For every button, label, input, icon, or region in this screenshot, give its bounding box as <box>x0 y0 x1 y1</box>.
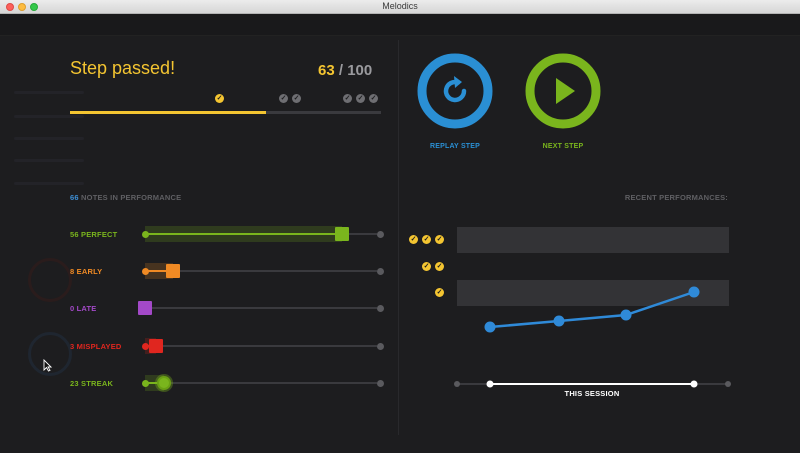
threshold-check-icon: ✓ <box>356 94 365 103</box>
background-slider <box>14 182 84 185</box>
step-score: 63 / 100 <box>318 62 372 79</box>
score-progress-bar <box>70 111 381 114</box>
this-session-label: THIS SESSION <box>564 389 620 398</box>
replay-step-button[interactable] <box>417 53 493 129</box>
score-value: 63 <box>318 62 335 79</box>
minimize-window-button[interactable] <box>18 3 26 11</box>
background-record-button <box>28 258 72 302</box>
performance-point[interactable] <box>553 315 565 327</box>
stat-end-dot <box>377 305 384 312</box>
threshold-check-icon: ✓ <box>292 94 301 103</box>
performance-point[interactable] <box>484 321 496 333</box>
background-slider <box>14 159 84 162</box>
tier-check-icon: ✓ <box>435 235 444 244</box>
stat-start-dot <box>142 268 149 275</box>
threshold-check-icon: ✓ <box>343 94 352 103</box>
window-title: Melodics <box>382 1 418 11</box>
stat-track-early <box>145 270 377 272</box>
threshold-check-icon: ✓ <box>279 94 288 103</box>
notes-count: 66 <box>70 193 79 202</box>
next-step-button[interactable] <box>525 53 601 129</box>
tier-check-icon: ✓ <box>422 262 431 271</box>
stat-fill-perfect <box>145 233 342 235</box>
score-max: 100 <box>347 62 373 79</box>
stat-marker-misplayed <box>148 339 163 353</box>
next-step-label[interactable]: NEXT STEP <box>542 143 584 150</box>
stat-label-late: 0 LATE <box>70 304 97 313</box>
score-separator: / <box>334 62 348 79</box>
stat-marker-perfect <box>334 227 349 241</box>
stat-marker-streak <box>157 376 172 390</box>
stat-track-late <box>145 307 377 309</box>
stat-start-dot <box>142 231 149 238</box>
tier-check-icon: ✓ <box>409 235 418 244</box>
timeline-dot <box>690 380 698 388</box>
stat-end-dot <box>377 231 384 238</box>
background-slider <box>14 137 84 140</box>
timeline-dot <box>454 381 460 387</box>
pass-threshold-check-icon: ✓ <box>215 94 224 103</box>
close-window-button[interactable] <box>6 3 14 11</box>
threshold-check-icon: ✓ <box>369 94 378 103</box>
timeline-dot <box>725 381 731 387</box>
replay-icon <box>417 53 493 129</box>
notes-label: NOTES IN PERFORMANCE <box>81 193 182 202</box>
tier-check-icon: ✓ <box>422 235 431 244</box>
background-slider <box>14 115 84 118</box>
stat-start-dot <box>142 380 149 387</box>
background-play-button <box>28 332 72 376</box>
timeline-dot <box>486 380 494 388</box>
stat-marker-early <box>166 264 181 278</box>
performance-tier-band <box>457 280 729 306</box>
performance-point[interactable] <box>620 309 632 321</box>
stat-label-misplayed: 3 MISPLAYED <box>70 342 122 351</box>
stat-fill-early <box>145 270 174 272</box>
step-result-title: Step passed! <box>70 58 176 78</box>
notes-in-performance-header: 66 NOTES IN PERFORMANCE <box>70 193 181 202</box>
tier-check-icon: ✓ <box>435 262 444 271</box>
stat-label-streak: 23 STREAK <box>70 379 114 388</box>
replay-step-label[interactable]: REPLAY STEP <box>429 143 481 150</box>
zoom-window-button[interactable] <box>30 3 38 11</box>
stat-track-streak <box>145 382 377 384</box>
performance-trend-line <box>489 290 695 329</box>
performance-point[interactable] <box>688 286 700 298</box>
score-progress-fill <box>70 111 266 114</box>
stat-end-dot <box>377 268 384 275</box>
background-slider <box>14 91 84 94</box>
play-icon <box>525 53 601 129</box>
tier-check-icon: ✓ <box>435 288 444 297</box>
stat-track-misplayed <box>145 345 377 347</box>
window-titlebar: Melodics <box>0 0 800 14</box>
recent-performances-header: RECENT PERFORMANCES: <box>624 193 728 202</box>
stat-start-dot <box>142 343 149 350</box>
panel-divider <box>398 40 399 435</box>
stat-label-early: 8 EARLY <box>70 267 103 276</box>
stat-end-dot <box>377 380 384 387</box>
stat-fill-streak <box>145 382 165 384</box>
stat-label-perfect: 56 PERFECT <box>70 230 118 239</box>
performance-tier-band <box>457 227 729 253</box>
stat-end-dot <box>377 343 384 350</box>
stat-marker-late <box>138 301 152 315</box>
background-toolbar <box>0 14 800 36</box>
mouse-cursor-icon <box>43 359 52 372</box>
